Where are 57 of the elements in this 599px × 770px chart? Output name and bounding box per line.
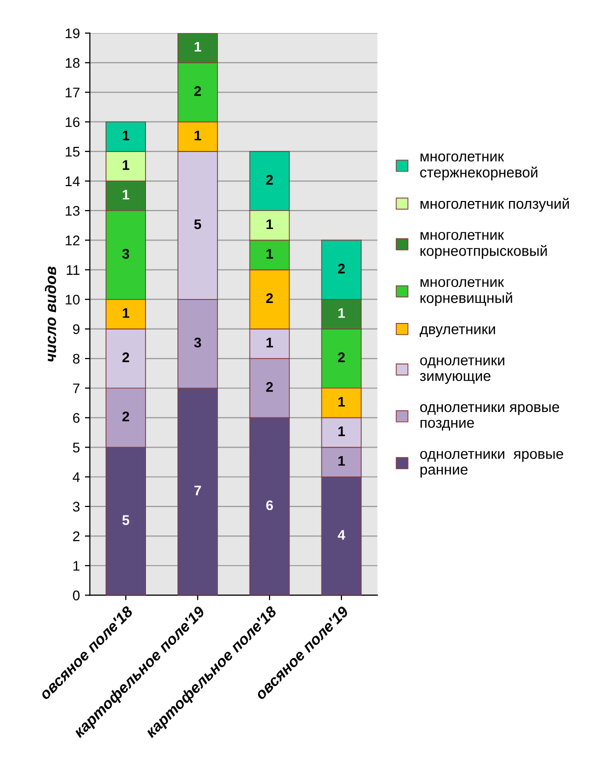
data-label: 1 — [122, 130, 130, 140]
y-tick-label: 10 — [66, 294, 80, 305]
data-label: 2 — [122, 412, 130, 422]
y-tick-label: 0 — [72, 590, 80, 600]
y-tick-label: 15 — [66, 146, 80, 157]
legend-label: многолетник стержнекорневой — [420, 154, 538, 180]
y-tick-label: 19 — [66, 28, 80, 38]
legend-label: однолетники яровые поздние — [420, 404, 560, 431]
data-label: 5 — [194, 219, 202, 230]
data-label: 3 — [194, 338, 202, 348]
y-tick-label: 1 — [73, 561, 80, 571]
data-label: 1 — [338, 456, 345, 466]
y-tick-label: 16 — [66, 117, 80, 128]
data-label: 4 — [338, 530, 346, 540]
legend-label: однолетники яровые ранние — [420, 450, 564, 478]
y-tick-label: 17 — [66, 88, 80, 98]
y-tick-label: 6 — [73, 413, 80, 423]
data-label: 1 — [122, 190, 130, 200]
data-label: 1 — [194, 130, 202, 140]
data-label: 1 — [338, 308, 345, 318]
data-label: 2 — [266, 382, 273, 392]
legend-label: однолетники зимующие — [420, 357, 504, 384]
y-tick-label: 2 — [73, 531, 80, 542]
y-tick-label: 18 — [66, 58, 80, 68]
data-label: 1 — [338, 396, 345, 407]
data-label: 1 — [122, 160, 130, 170]
y-tick-label: 9 — [73, 324, 80, 334]
data-label: 1 — [338, 426, 345, 436]
data-label: 1 — [266, 219, 274, 229]
data-label: 1 — [266, 338, 274, 348]
data-label: 1 — [194, 42, 202, 52]
data-label: 5 — [122, 515, 130, 525]
data-label: 6 — [266, 500, 273, 510]
y-tick-label: 8 — [73, 354, 80, 364]
y-tick-label: 4 — [72, 472, 80, 482]
y-tick-label: 11 — [66, 265, 80, 275]
y-tick-label: 3 — [72, 502, 80, 512]
legend-label: многолетник корневищный — [420, 279, 512, 306]
y-axis-title: число видов — [44, 266, 56, 362]
data-label: 1 — [266, 249, 274, 259]
legend-label: многолетник корнеотпрысковый — [420, 232, 547, 259]
y-tick-label: 7 — [73, 384, 80, 394]
data-label: 2 — [122, 352, 130, 362]
data-label: 2 — [194, 86, 201, 96]
data-label: 2 — [266, 174, 273, 185]
y-tick-label: 5 — [72, 442, 80, 452]
data-label: 1 — [122, 308, 130, 318]
data-label: 2 — [266, 293, 273, 303]
data-label: 3 — [122, 248, 130, 259]
legend-label: многолетник ползучий — [420, 198, 569, 212]
y-tick-label: 12 — [66, 236, 80, 246]
y-tick-label: 13 — [66, 206, 80, 216]
data-label: 2 — [338, 264, 345, 274]
data-label: 7 — [194, 486, 201, 496]
legend-label: двулетники — [420, 326, 495, 338]
data-label: 2 — [338, 352, 345, 362]
y-tick-label: 14 — [66, 176, 80, 186]
